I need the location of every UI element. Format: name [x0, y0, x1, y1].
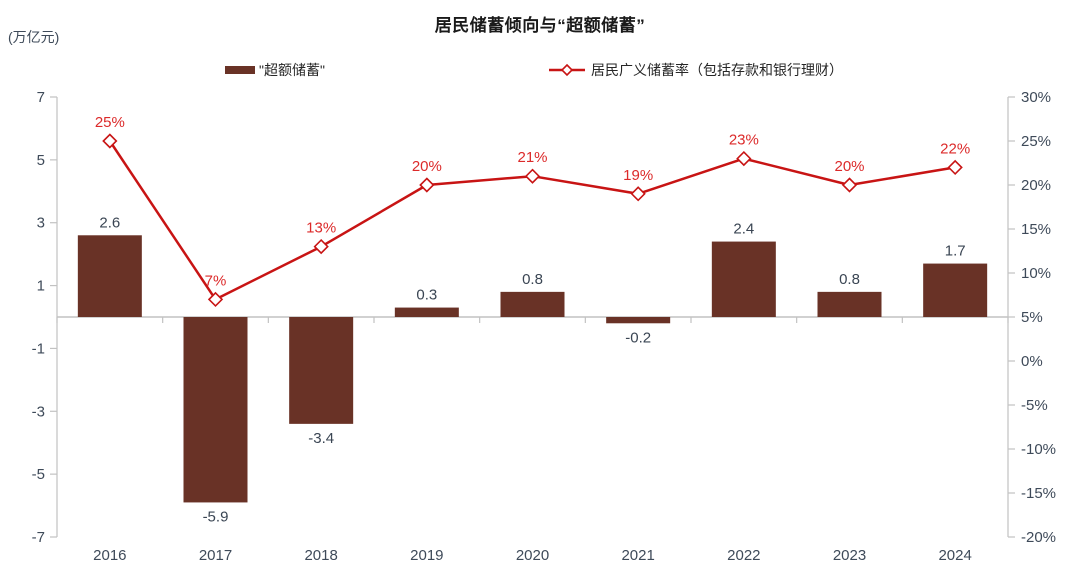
right-axis-tick-label: 25%: [1021, 133, 1051, 150]
left-axis-tick-label: -7: [32, 529, 45, 546]
left-axis-tick-label: 1: [37, 278, 45, 295]
chart-title: 居民储蓄倾向与“超额储蓄”: [434, 16, 646, 35]
bar-value-label-2018: -3.4: [308, 430, 334, 447]
x-axis-label-2020: 2020: [516, 547, 549, 564]
line-marker-2023: [841, 177, 858, 193]
line-marker-2024: [947, 159, 963, 176]
bar-2018: [289, 317, 354, 424]
right-axis-tick-label: -20%: [1021, 529, 1056, 546]
legend-item-savings-rate: 居民广义储蓄率（包括存款和银行理财）: [548, 60, 843, 80]
bar-series-swatch: [225, 66, 255, 74]
x-axis-label-2019: 2019: [410, 547, 443, 564]
bar-2021: [606, 317, 671, 324]
line-marker-2020: [524, 168, 541, 184]
pct-label-2018: 13%: [306, 220, 336, 237]
bar-value-label-2024: 1.7: [945, 243, 966, 260]
pct-label-2019: 20%: [412, 158, 442, 175]
left-axis-tick-label: -5: [32, 466, 45, 483]
bar-2023: [817, 291, 882, 317]
bar-2016: [77, 235, 142, 317]
line-series-swatch: [548, 63, 586, 77]
left-axis-tick-label: -1: [32, 340, 45, 357]
line-marker-2016: [102, 133, 118, 149]
left-axis-tick-label: -3: [32, 403, 45, 420]
bar-value-label-2023: 0.8: [839, 271, 860, 288]
pct-label-2017: 7%: [205, 272, 227, 289]
right-axis-tick-label: 30%: [1021, 89, 1051, 106]
pct-label-2023: 20%: [834, 158, 864, 175]
pct-label-2024: 22%: [940, 140, 970, 157]
bar-2017: [183, 317, 248, 503]
legend-label-excess-savings: "超额储蓄": [259, 62, 325, 78]
left-axis-tick-label: 5: [37, 152, 45, 169]
bar-value-label-2020: 0.8: [522, 271, 543, 288]
x-axis-label-2024: 2024: [938, 547, 971, 564]
right-axis-tick-label: 0%: [1021, 353, 1043, 370]
right-axis-tick-label: 20%: [1021, 177, 1051, 194]
bar-2020: [500, 291, 565, 317]
bar-value-label-2019: 0.3: [416, 287, 437, 304]
bar-value-label-2022: 2.4: [733, 221, 754, 238]
pct-label-2022: 23%: [729, 132, 759, 149]
pct-label-2020: 21%: [517, 149, 547, 166]
line-marker-2022: [736, 150, 752, 167]
legend: "超额储蓄" 居民广义储蓄率（包括存款和银行理财）: [0, 60, 1080, 80]
bar-value-label-2021: -0.2: [625, 329, 651, 346]
left-axis-unit-label: (万亿元): [8, 29, 60, 45]
x-axis-label-2016: 2016: [93, 547, 126, 564]
line-marker-2021: [630, 186, 646, 202]
line-marker-2018: [313, 238, 329, 255]
left-axis-tick-label: 7: [37, 89, 45, 106]
right-axis-tick-label: 10%: [1021, 265, 1051, 282]
legend-label-savings-rate: 居民广义储蓄率（包括存款和银行理财）: [591, 62, 843, 78]
bar-2019: [394, 307, 459, 317]
line-marker-2017: [207, 291, 224, 308]
right-axis-tick-label: 5%: [1021, 309, 1043, 326]
x-axis-label-2023: 2023: [833, 547, 866, 564]
pct-label-2021: 19%: [623, 167, 653, 184]
bar-value-label-2016: 2.6: [99, 214, 120, 231]
line-marker-2019: [419, 177, 435, 193]
legend-item-excess-savings: "超额储蓄": [225, 60, 325, 80]
right-axis-tick-label: -5%: [1021, 397, 1048, 414]
line-swatch-glyph: [549, 63, 585, 77]
bar-2024: [923, 263, 988, 317]
right-axis-tick-label: -10%: [1021, 441, 1056, 458]
x-axis-label-2021: 2021: [621, 547, 654, 564]
bar-2022: [711, 241, 776, 317]
x-axis-label-2018: 2018: [304, 547, 337, 564]
right-axis-tick-label: 15%: [1021, 221, 1051, 238]
right-axis-tick-label: -15%: [1021, 485, 1056, 502]
x-axis-label-2017: 2017: [199, 547, 232, 564]
left-axis-tick-label: 3: [37, 215, 45, 232]
bar-value-label-2017: -5.9: [203, 508, 229, 525]
pct-label-2016: 25%: [95, 114, 125, 131]
x-axis-label-2022: 2022: [727, 547, 760, 564]
